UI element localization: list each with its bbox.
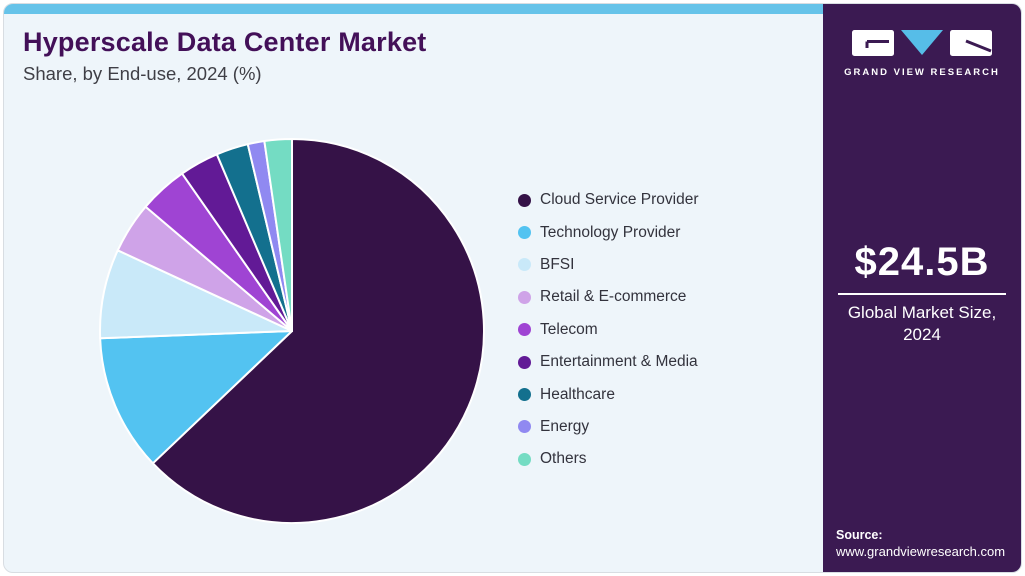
legend-swatch-icon (518, 420, 531, 434)
legend-label: Energy (540, 417, 590, 435)
logo-r-icon (950, 30, 992, 56)
divider (838, 293, 1006, 295)
legend-label: Technology Provider (540, 223, 681, 241)
legend-label: Cloud Service Provider (540, 191, 699, 209)
market-size-label: Global Market Size, 2024 (847, 303, 997, 344)
market-size-value: $24.5B (854, 240, 990, 284)
legend-swatch-icon (518, 290, 531, 304)
legend-swatch-icon (518, 258, 531, 272)
legend-label: Others (540, 450, 587, 468)
gvr-logo-icon (852, 30, 992, 56)
legend-item: Others (518, 443, 699, 475)
pie-chart (99, 138, 485, 524)
logo-g-icon (852, 30, 894, 56)
legend-swatch-icon (518, 193, 531, 207)
legend-label: Telecom (540, 320, 598, 338)
legend-swatch-icon (518, 226, 531, 240)
source-label: Source: (836, 528, 883, 542)
chart-panel: Hyperscale Data Center Market Share, by … (4, 4, 823, 572)
page-subtitle: Share, by End-use, 2024 (%) (23, 63, 262, 84)
header: Hyperscale Data Center Market Share, by … (4, 14, 823, 85)
top-accent-bar (4, 4, 823, 14)
infographic-card: Hyperscale Data Center Market Share, by … (3, 3, 1022, 573)
source-url[interactable]: www.grandviewresearch.com (836, 544, 1006, 559)
legend-swatch-icon (518, 355, 531, 369)
logo-v-icon (901, 30, 943, 55)
pie-chart-container (92, 131, 492, 531)
brand-sidebar: GRAND VIEW RESEARCH $24.5B Global Market… (823, 4, 1021, 572)
source-block: Source: www.grandviewresearch.com (836, 528, 1005, 559)
gvr-logo: GRAND VIEW RESEARCH (823, 30, 1021, 78)
legend-swatch-icon (518, 388, 531, 402)
market-size-block: $24.5B Global Market Size, 2024 (823, 240, 1021, 345)
pie-slice-9 (263, 138, 293, 332)
legend-item: Telecom (518, 314, 699, 346)
legend-item: Technology Provider (518, 216, 699, 248)
legend-swatch-icon (518, 452, 531, 466)
legend-item: Entertainment & Media (518, 346, 699, 378)
legend-label: BFSI (540, 255, 575, 273)
legend-item: BFSI (518, 249, 699, 281)
legend-swatch-icon (518, 323, 531, 337)
legend: Cloud Service Provider Technology Provide… (518, 184, 699, 476)
legend-item: Retail & E-commerce (518, 281, 699, 313)
legend-label: Retail & E-commerce (540, 288, 687, 306)
pie-slice-2 (99, 330, 293, 465)
page-title: Hyperscale Data Center Market (23, 27, 427, 57)
brand-name: GRAND VIEW RESEARCH (844, 67, 1000, 78)
legend-item: Cloud Service Provider (518, 184, 699, 216)
legend-label: Entertainment & Media (540, 353, 698, 371)
pie-slice-1 (151, 138, 485, 524)
legend-label: Healthcare (540, 385, 615, 403)
legend-item: Healthcare (518, 378, 699, 410)
legend-item: Energy (518, 411, 699, 443)
